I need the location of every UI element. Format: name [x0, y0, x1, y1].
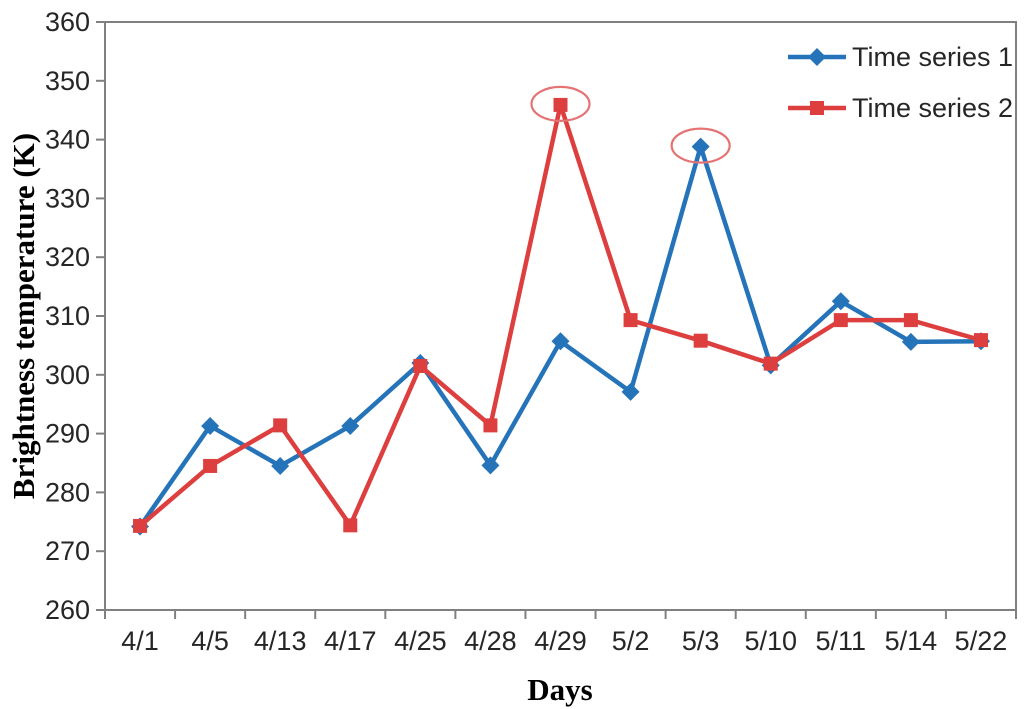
y-tick-label: 350 [45, 66, 90, 96]
data-point-diamond [551, 332, 570, 351]
y-tick-label: 310 [45, 301, 90, 331]
y-axis-ticks: 260 270 280 290 300 310 320 330 340 350 360 [45, 7, 105, 625]
legend-item: Time series 1 [788, 42, 1013, 72]
data-point-diamond [481, 456, 500, 475]
x-tick-label: 4/28 [464, 626, 517, 656]
x-tick-label: 5/3 [682, 626, 720, 656]
y-tick-label: 360 [45, 7, 90, 37]
x-tick-label: 4/17 [324, 626, 377, 656]
data-point-square [833, 313, 848, 328]
data-point-square [763, 356, 778, 371]
y-axis-title: Brightness temperature (K) [6, 133, 41, 499]
legend-label: Time series 1 [852, 42, 1013, 72]
data-point-diamond [341, 416, 360, 435]
y-tick-label: 340 [45, 125, 90, 155]
data-point-diamond [901, 332, 920, 351]
data-point-diamond [831, 292, 850, 311]
highlight-ellipse [670, 127, 731, 164]
legend-item: Time series 2 [788, 93, 1013, 123]
x-tick-label: 5/2 [612, 626, 650, 656]
legend: Time series 1 Time series 2 [788, 42, 1013, 123]
data-point-diamond [621, 382, 640, 401]
data-point-square [623, 313, 638, 328]
data-series [131, 97, 990, 536]
legend-label: Time series 2 [852, 93, 1013, 123]
y-tick-label: 300 [45, 360, 90, 390]
x-tick-label: 4/25 [394, 626, 447, 656]
x-tick-label: 4/1 [121, 626, 159, 656]
x-tick-label: 5/10 [744, 626, 797, 656]
data-point-square [903, 313, 918, 328]
y-tick-label: 270 [45, 536, 90, 566]
data-point-square [553, 97, 568, 112]
data-point-square [413, 358, 428, 373]
annotation-ellipses [530, 85, 731, 164]
x-tick-label: 5/11 [816, 626, 867, 656]
x-tick-label: 4/13 [254, 626, 307, 656]
data-point-diamond [691, 137, 710, 156]
series-time-series-2 [133, 97, 988, 533]
series-time-series-1 [131, 137, 990, 536]
data-point-diamond [271, 456, 290, 475]
x-axis-title: Days [527, 672, 592, 707]
x-tick-label: 4/5 [191, 626, 229, 656]
data-point-square [810, 101, 824, 115]
x-tick-label: 4/29 [534, 626, 587, 656]
x-tick-label: 5/14 [885, 626, 938, 656]
data-point-square [483, 418, 498, 433]
y-tick-label: 330 [45, 183, 90, 213]
y-tick-label: 290 [45, 419, 90, 449]
highlight-ellipse [530, 85, 591, 123]
y-tick-label: 320 [45, 242, 90, 272]
data-point-square [203, 458, 218, 473]
y-tick-label: 280 [45, 477, 90, 507]
series-line [138, 102, 982, 528]
y-tick-label: 260 [45, 595, 90, 625]
data-point-square [273, 418, 288, 433]
x-tick-label: 5/22 [955, 626, 1008, 656]
data-point-square [693, 333, 708, 348]
data-point-square [973, 333, 988, 348]
data-point-diamond [808, 48, 826, 66]
data-point-diamond [201, 416, 220, 435]
data-point-square [343, 518, 358, 533]
data-point-square [133, 518, 148, 533]
x-axis-ticks: 4/1 4/5 4/13 4/17 4/25 4/28 4/29 5/2 5/3 5/10 5/11… [104, 610, 1017, 656]
